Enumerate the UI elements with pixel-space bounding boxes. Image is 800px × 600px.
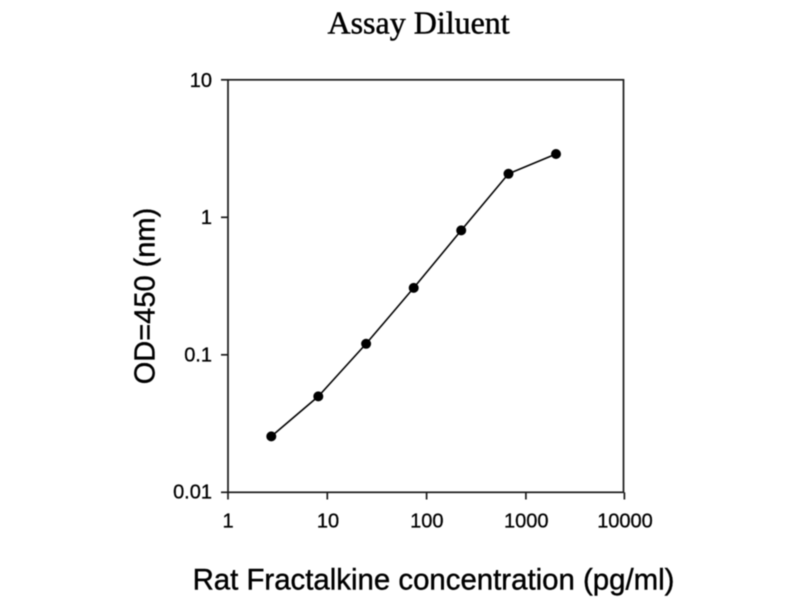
svg-text:1000: 1000 xyxy=(504,511,549,533)
svg-text:Assay Diluent: Assay Diluent xyxy=(327,5,509,41)
svg-text:10: 10 xyxy=(317,511,339,533)
svg-text:100: 100 xyxy=(410,511,443,533)
svg-text:0.1: 0.1 xyxy=(184,344,212,366)
svg-text:0.01: 0.01 xyxy=(173,482,212,504)
svg-text:1: 1 xyxy=(222,511,233,533)
svg-text:10000: 10000 xyxy=(597,511,653,533)
svg-text:1: 1 xyxy=(201,207,212,229)
svg-text:OD=450 (nm): OD=450 (nm) xyxy=(130,208,162,384)
svg-text:Rat Fractalkine concentration: Rat Fractalkine concentration (pg/ml) xyxy=(193,564,675,597)
svg-text:10: 10 xyxy=(190,70,212,92)
